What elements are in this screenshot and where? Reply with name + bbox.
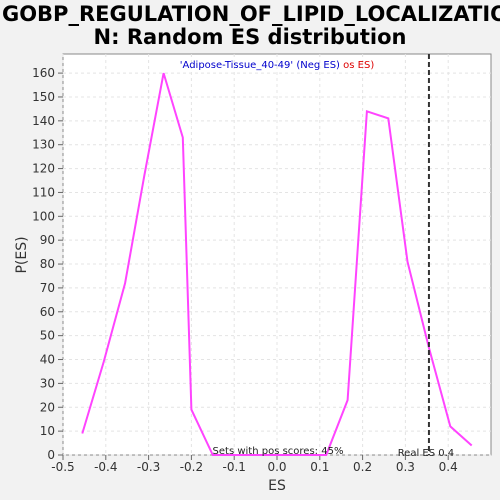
y-tick-label: 160 — [32, 66, 55, 80]
y-tick-label: 120 — [32, 162, 55, 176]
real-es-label: Real ES 0.4 — [398, 448, 454, 459]
y-tick-label: 150 — [32, 90, 55, 104]
x-tick-label: -0.5 — [51, 460, 74, 474]
x-tick-label: 0.3 — [396, 460, 415, 474]
y-tick-label: 30 — [40, 376, 55, 390]
x-tick-label: 0.4 — [439, 460, 458, 474]
y-tick-label: 40 — [40, 353, 55, 367]
y-tick-label: 130 — [32, 138, 55, 152]
x-tick-label: -0.1 — [222, 460, 245, 474]
series-layer — [81, 72, 473, 456]
y-axis-label: P(ES) — [14, 236, 30, 273]
legend-neg-es: 'Adipose-Tissue_40-49' (Neg ES) — [180, 60, 340, 71]
y-tick-label: 100 — [32, 209, 55, 223]
legend: 'Adipose-Tissue_40-49' (Neg ES) os ES) — [180, 60, 375, 71]
y-tick-label: 60 — [40, 305, 55, 319]
y-tick-label: 110 — [32, 185, 55, 199]
y-tick-label: 0 — [47, 448, 55, 462]
chart-title-line2: N: Random ES distribution — [94, 25, 407, 49]
axis-ticks: -0.5 -0.4 -0.3 -0.2 -0.1 0.0 0.1 0.2 0.3 0.4 0 10 20… — [32, 66, 458, 474]
y-tick-label: 140 — [32, 114, 55, 128]
y-tick-label: 90 — [40, 233, 55, 247]
x-tick-label: -0.2 — [180, 460, 203, 474]
x-axis-label: ES — [268, 478, 286, 494]
x-tick-label: -0.3 — [137, 460, 160, 474]
pos-scores-label: Sets with pos scores: 45% — [213, 446, 344, 457]
x-tick-label: 0.2 — [353, 460, 372, 474]
y-tick-label: 20 — [40, 400, 55, 414]
x-tick-label: 0.0 — [267, 460, 286, 474]
chart-title-line1: GOBP_REGULATION_OF_LIPID_LOCALIZATIO — [2, 2, 500, 26]
y-tick-label: 50 — [40, 329, 55, 343]
y-tick-label: 10 — [40, 424, 55, 438]
y-tick-label: 70 — [40, 281, 55, 295]
series-line — [81, 72, 473, 456]
x-tick-label: -0.4 — [94, 460, 117, 474]
x-tick-label: 0.1 — [310, 460, 329, 474]
grid — [62, 54, 491, 456]
legend-pos-es: os ES) — [343, 60, 374, 71]
y-tick-label: 80 — [40, 257, 55, 271]
